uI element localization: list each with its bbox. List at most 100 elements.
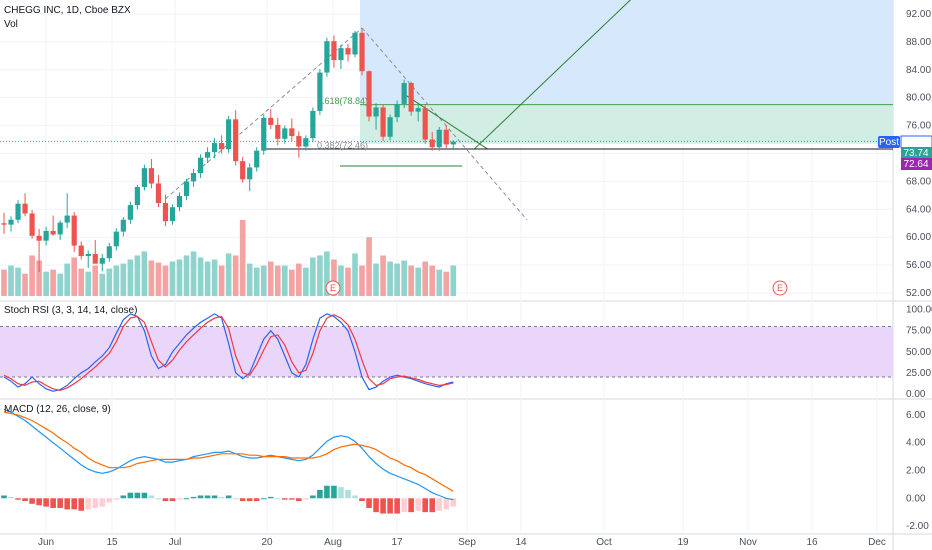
candle-body bbox=[204, 152, 211, 158]
volume-bar bbox=[296, 263, 302, 296]
volume-bar bbox=[113, 265, 120, 296]
volume-bar bbox=[359, 265, 365, 296]
candle-body bbox=[233, 119, 239, 162]
macd-histogram-bar bbox=[260, 498, 267, 500]
candle-body bbox=[422, 108, 428, 140]
volume-bar bbox=[204, 261, 211, 296]
volume-bar bbox=[169, 261, 176, 296]
price-tick-label: 68.00 bbox=[906, 176, 931, 187]
macd-legend[interactable]: MACD (12, 26, close, 9) bbox=[4, 404, 111, 415]
candle-body bbox=[134, 186, 140, 206]
volume-bar bbox=[317, 255, 323, 296]
candle-body bbox=[8, 219, 14, 225]
volume-bar bbox=[1, 269, 7, 296]
volume-bar bbox=[282, 265, 288, 296]
volume-bar bbox=[50, 269, 56, 296]
candle-body bbox=[141, 168, 147, 187]
macd-histogram-bar bbox=[415, 498, 421, 511]
candle bbox=[289, 118, 295, 141]
macd-histogram-bar bbox=[78, 498, 85, 511]
volume-bar bbox=[57, 273, 63, 296]
candle bbox=[106, 242, 112, 262]
volume-bar bbox=[218, 265, 225, 296]
candle-body bbox=[394, 103, 400, 118]
candle-body bbox=[1, 223, 7, 225]
candle bbox=[394, 100, 400, 123]
macd-histogram-bar bbox=[148, 495, 155, 499]
candle-body bbox=[155, 183, 162, 204]
stoch-band bbox=[0, 326, 893, 377]
target-zone-blue bbox=[360, 0, 893, 105]
macd-histogram-bar bbox=[204, 495, 211, 499]
candle bbox=[296, 131, 302, 158]
candle-body bbox=[443, 129, 449, 145]
stoch-tick-label: 0.00 bbox=[906, 389, 926, 400]
candle bbox=[338, 44, 344, 70]
macd-histogram-bar bbox=[274, 498, 281, 500]
volume-bar bbox=[36, 260, 42, 296]
macd-histogram-bar bbox=[50, 498, 56, 508]
candle bbox=[183, 178, 190, 201]
macd-histogram-bar bbox=[317, 489, 323, 499]
macd-histogram-bar bbox=[366, 498, 372, 508]
symbol-title[interactable]: CHEGG INC, 1D, Cboe BZX bbox=[4, 5, 131, 16]
candle bbox=[387, 114, 393, 141]
candle bbox=[443, 124, 449, 148]
candle-body bbox=[212, 143, 218, 153]
macd-histogram-bar bbox=[113, 498, 120, 500]
macd-histogram-bar bbox=[303, 498, 309, 500]
volume-bar bbox=[92, 265, 99, 296]
macd-histogram-bar bbox=[106, 498, 113, 503]
macd-histogram-bar bbox=[57, 498, 63, 508]
candle bbox=[120, 216, 126, 237]
time-tick-label: 19 bbox=[677, 537, 689, 548]
macd-tick-label: -2.00 bbox=[906, 521, 929, 532]
macd-histogram-bar bbox=[359, 498, 365, 502]
volume-bar bbox=[162, 265, 169, 296]
candle bbox=[155, 175, 162, 208]
volume-bar bbox=[246, 263, 253, 296]
macd-histogram-bar bbox=[85, 498, 92, 510]
post-tag-bg bbox=[878, 136, 900, 148]
candle bbox=[176, 192, 183, 212]
candle-body bbox=[345, 48, 351, 55]
time-tick-label: Dec bbox=[868, 537, 886, 548]
candle bbox=[261, 114, 267, 155]
volume-bar bbox=[310, 257, 316, 296]
candle bbox=[50, 215, 56, 236]
candle bbox=[212, 138, 218, 159]
macd-histogram-bar bbox=[134, 492, 141, 499]
candle bbox=[233, 110, 239, 166]
candle-body bbox=[197, 157, 204, 174]
macd-histogram-bar bbox=[211, 495, 218, 499]
candle bbox=[204, 147, 211, 164]
time-tick-label: Nov bbox=[739, 537, 757, 548]
macd-histogram-bar bbox=[436, 498, 443, 511]
candle-body bbox=[247, 167, 253, 180]
macd-histogram-bar bbox=[450, 498, 457, 507]
candle bbox=[408, 81, 414, 116]
volume-bar bbox=[148, 260, 155, 296]
volume-bar bbox=[260, 265, 267, 296]
candle-body bbox=[359, 32, 365, 72]
volume-bar bbox=[22, 273, 28, 296]
stoch-rsi-legend[interactable]: Stoch RSI (3, 3, 14, 14, close) bbox=[4, 305, 138, 316]
macd-tick-label: 4.00 bbox=[906, 438, 926, 449]
candle bbox=[64, 193, 70, 229]
macd-histogram-bar bbox=[22, 498, 28, 502]
candle bbox=[240, 156, 246, 183]
time-tick-label: 17 bbox=[391, 537, 403, 548]
candle bbox=[92, 240, 98, 264]
volume-bar bbox=[8, 265, 14, 296]
volume-bar bbox=[253, 267, 260, 296]
volume-bar bbox=[338, 265, 344, 296]
candle-body bbox=[22, 203, 28, 214]
macd-histogram-bar bbox=[64, 498, 70, 510]
macd-tick-label: 0.00 bbox=[906, 493, 926, 504]
volume-bar bbox=[450, 265, 457, 296]
candle-body bbox=[92, 253, 98, 264]
resistance-line bbox=[403, 93, 489, 150]
candle-body bbox=[436, 129, 442, 148]
stoch-tick-label: 50.00 bbox=[906, 347, 931, 358]
